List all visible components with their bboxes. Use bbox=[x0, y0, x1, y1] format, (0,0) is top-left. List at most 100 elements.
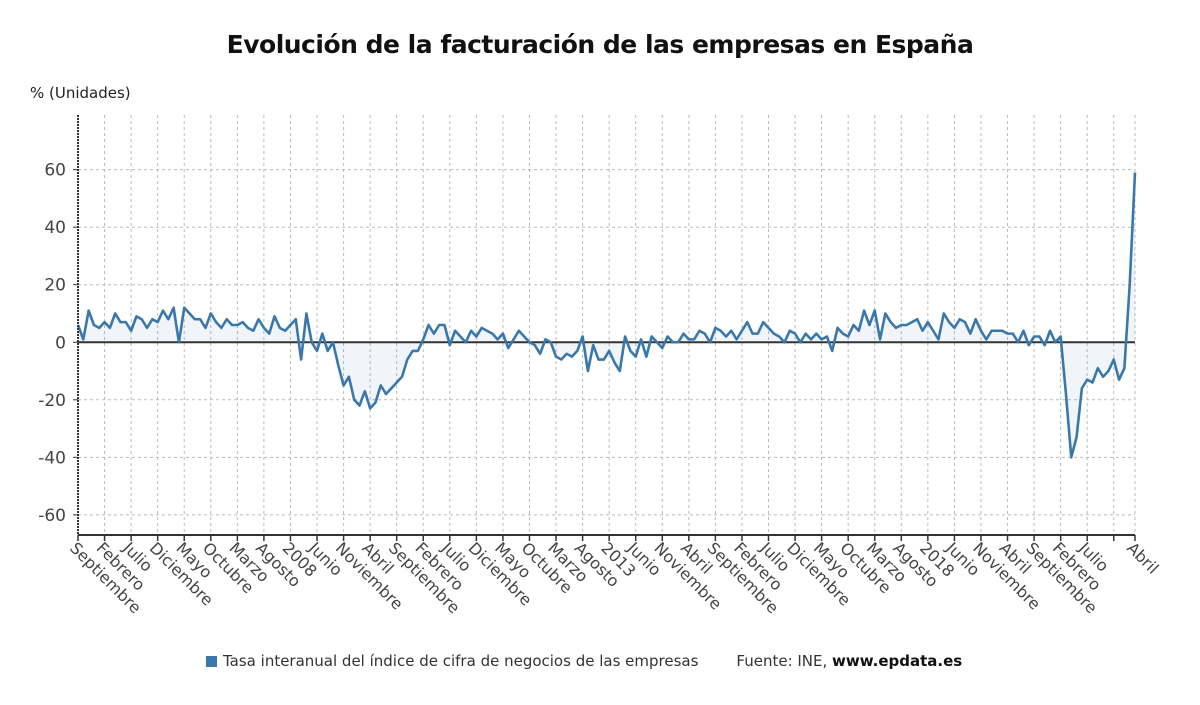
series-line bbox=[76, 172, 1137, 459]
data-point bbox=[852, 324, 854, 326]
data-point bbox=[252, 330, 254, 332]
data-point bbox=[480, 327, 482, 329]
data-point bbox=[348, 376, 350, 378]
data-point bbox=[215, 321, 217, 323]
data-point bbox=[438, 324, 440, 326]
data-point bbox=[502, 332, 504, 334]
data-point bbox=[863, 309, 865, 311]
data-point bbox=[555, 355, 557, 357]
data-point bbox=[943, 312, 945, 314]
data-point bbox=[592, 344, 594, 346]
data-point bbox=[985, 338, 987, 340]
data-point bbox=[895, 327, 897, 329]
data-point bbox=[629, 350, 631, 352]
data-point bbox=[666, 335, 668, 337]
data-point bbox=[624, 335, 626, 337]
data-point bbox=[741, 330, 743, 332]
source-site: www.epdata.es bbox=[832, 652, 963, 670]
data-point bbox=[395, 381, 397, 383]
data-point bbox=[210, 312, 212, 314]
data-point bbox=[114, 312, 116, 314]
data-point bbox=[581, 335, 583, 337]
data-point bbox=[204, 327, 206, 329]
data-point bbox=[353, 399, 355, 401]
data-point bbox=[698, 330, 700, 332]
data-point bbox=[757, 332, 759, 334]
legend-label: Tasa interanual del índice de cifra de n… bbox=[223, 652, 699, 670]
data-point bbox=[921, 330, 923, 332]
data-point bbox=[459, 335, 461, 337]
data-point bbox=[911, 321, 913, 323]
data-point bbox=[151, 318, 153, 320]
y-tick-label: -20 bbox=[38, 391, 66, 411]
data-point bbox=[1086, 378, 1088, 380]
data-point bbox=[141, 318, 143, 320]
data-point bbox=[889, 321, 891, 323]
data-point bbox=[1081, 387, 1083, 389]
data-point bbox=[109, 327, 111, 329]
data-point bbox=[465, 341, 467, 343]
data-point bbox=[518, 330, 520, 332]
data-point bbox=[974, 318, 976, 320]
data-point bbox=[247, 327, 249, 329]
data-point bbox=[321, 332, 323, 334]
data-point bbox=[130, 330, 132, 332]
data-point bbox=[576, 350, 578, 352]
data-point bbox=[550, 341, 552, 343]
data-point bbox=[241, 321, 243, 323]
legend-swatch bbox=[206, 655, 217, 667]
data-point bbox=[199, 318, 201, 320]
data-point bbox=[1006, 332, 1008, 334]
data-point bbox=[677, 341, 679, 343]
data-point bbox=[969, 332, 971, 334]
data-point bbox=[305, 312, 307, 314]
data-point bbox=[300, 358, 302, 360]
data-point bbox=[645, 355, 647, 357]
data-point bbox=[810, 338, 812, 340]
data-point bbox=[385, 393, 387, 395]
data-point bbox=[316, 350, 318, 352]
data-point bbox=[226, 318, 228, 320]
data-point bbox=[1012, 332, 1014, 334]
y-tick-label: -40 bbox=[38, 448, 66, 468]
data-point bbox=[156, 321, 158, 323]
source-note: Fuente: INE, www.epdata.es bbox=[736, 652, 962, 670]
data-point bbox=[295, 318, 297, 320]
data-point bbox=[688, 338, 690, 340]
data-point bbox=[937, 338, 939, 340]
data-point bbox=[326, 350, 328, 352]
y-tick-label: 40 bbox=[44, 218, 66, 238]
data-point bbox=[730, 330, 732, 332]
data-point bbox=[868, 324, 870, 326]
data-point bbox=[778, 335, 780, 337]
data-point bbox=[337, 364, 339, 366]
y-tick-label: 60 bbox=[44, 161, 66, 181]
data-point bbox=[135, 315, 137, 317]
data-point bbox=[1070, 456, 1072, 458]
legend: Tasa interanual del índice de cifra de n… bbox=[206, 652, 962, 670]
data-point bbox=[932, 330, 934, 332]
x-tick-label: Abril bbox=[1123, 538, 1162, 577]
data-point bbox=[470, 330, 472, 332]
data-point bbox=[789, 330, 791, 332]
data-point bbox=[1123, 367, 1125, 369]
data-point bbox=[990, 330, 992, 332]
data-point bbox=[842, 332, 844, 334]
chart-title: Evolución de la facturación de las empre… bbox=[226, 30, 974, 59]
data-point bbox=[980, 330, 982, 332]
data-point bbox=[804, 332, 806, 334]
data-point bbox=[1107, 370, 1109, 372]
data-point bbox=[411, 350, 413, 352]
data-point bbox=[1102, 376, 1104, 378]
data-point bbox=[1059, 335, 1061, 337]
data-point bbox=[512, 338, 514, 340]
data-point bbox=[534, 344, 536, 346]
data-point bbox=[613, 361, 615, 363]
data-point bbox=[279, 327, 281, 329]
data-point bbox=[571, 355, 573, 357]
data-point bbox=[619, 370, 621, 372]
data-point bbox=[773, 332, 775, 334]
data-point bbox=[719, 330, 721, 332]
data-point bbox=[220, 327, 222, 329]
